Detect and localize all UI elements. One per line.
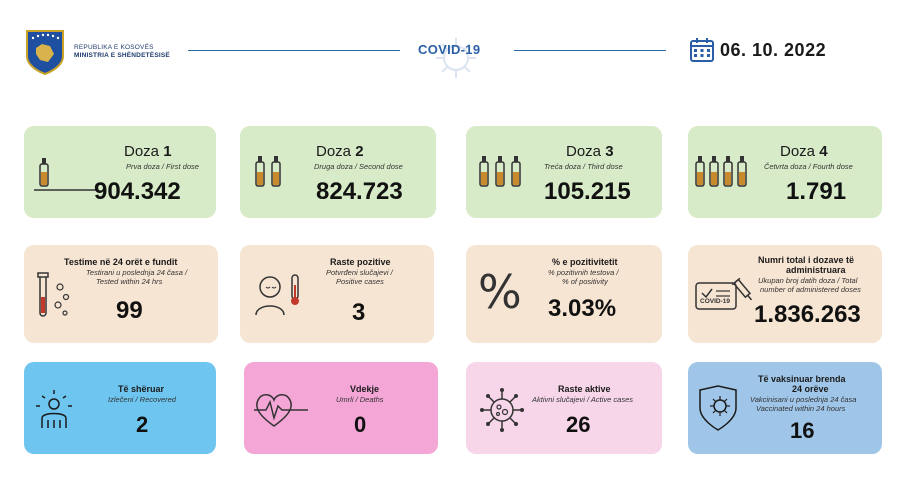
dose-1-title: Doza 1 [124,143,172,160]
percent-icon: % [478,265,522,319]
total-doses-card: COVID-19 Numri total i dozave të adminis… [688,245,882,343]
positivity-title: % e pozitivitetit [552,257,618,267]
active-title: Raste aktive [558,384,611,394]
dose-3-card: Doza 3 Treća doza / Third dose 105.215 [466,126,662,218]
vials-icon [479,156,521,187]
tests-title: Testime në 24 orët e fundit [64,257,178,267]
recovered-subtitle: Izlečeni / Recovered [108,395,176,404]
total-doses-title-1: Numri total i dozave të [758,255,855,265]
total-doses-title-2: administruara [786,265,846,275]
kosovo-emblem-icon [26,30,64,76]
dose-2-card: Doza 2 Druga doza / Second dose 824.723 [240,126,436,218]
vaccinated-24h-title-1: Të vaksinuar brenda [758,374,846,384]
recovered-card: Të shëruar Izlečeni / Recovered 2 [24,362,216,454]
active-card: Raste aktive Aktivni slučajevi / Active … [466,362,662,454]
dose-4-subtitle: Četvrta doza / Fourth dose [764,162,853,171]
calendar-icon [690,38,714,62]
vaccine-certificate-icon [695,277,752,310]
sick-person-thermometer-icon [255,274,299,316]
dose-4-value: 1.791 [786,178,847,205]
header-divider-left [188,50,400,51]
heart-rate-icon [254,394,308,427]
vials-icon [255,156,281,187]
vial-icon [34,158,96,191]
positive-value: 3 [352,299,366,326]
positivity-subtitle-1: % pozitivnih testova / [548,268,619,277]
covid-badge: COVID-19 [700,298,730,305]
tests-subtitle-2: Tested within 24 hrs [96,277,163,286]
dose-2-value: 824.723 [316,178,403,205]
vaccinated-24h-value: 16 [790,418,815,443]
total-doses-subtitle-2: number of administered doses [760,285,861,294]
vaccinated-24h-title-2: 24 orëve [792,384,829,394]
dose-2-title: Doza 2 [316,143,364,160]
tests-card: Testime në 24 orët e fundit Testirani u … [24,245,218,343]
total-doses-subtitle-1: Ukupan broj datih doza / Total [758,276,858,285]
report-date: 06. 10. 2022 [720,40,827,60]
dose-1-subtitle: Prva doza / First dose [126,162,199,171]
dose-1-card: Doza 1 Prva doza / First dose 904.342 [24,126,216,218]
dose-4-title: Doza 4 [780,143,828,160]
header-divider-right [514,50,666,51]
covid-title: COVID-19 [418,42,481,57]
deaths-title: Vdekje [350,384,380,394]
shield-virus-icon [699,385,737,431]
vaccinated-24h-subtitle-2: Vaccinated within 24 hours [756,404,846,413]
recovered-title: Të shëruar [118,384,165,394]
deaths-subtitle: Umrli / Deaths [336,395,384,404]
dose-2-subtitle: Druga doza / Second dose [314,162,403,171]
tests-subtitle-1: Testirani u poslednja 24 časa / [86,268,188,277]
recovered-value: 2 [136,412,149,437]
test-tube-icon [37,272,70,317]
active-value: 26 [566,412,591,437]
recovered-person-icon [36,390,72,428]
total-doses-value: 1.836.263 [754,301,861,328]
positive-card: Raste pozitive Potvrđeni slučajevi / Pos… [240,245,434,343]
dose-3-value: 105.215 [544,178,631,205]
ministry-line1: REPUBLIKA E KOSOVËS [74,44,154,51]
deaths-value: 0 [354,412,367,437]
positivity-card: % % e pozitivitetit % pozitivnih testova… [466,245,662,343]
positivity-value: 3.03% [548,295,617,322]
virus-watermark-icon [436,38,476,78]
header: REPUBLIKA E KOSOVËS MINISTRIA E SHËNDETË… [0,0,900,110]
positive-subtitle-1: Potvrđeni slučajevi / [326,268,393,277]
deaths-card: Vdekje Umrli / Deaths 0 [244,362,438,454]
vials-icon [695,156,747,187]
positive-subtitle-2: Positive cases [336,277,384,286]
vaccinated-24h-subtitle-1: Vakcinisani u poslednja 24 časa [750,395,857,404]
ministry-name: REPUBLIKA E KOSOVËS MINISTRIA E SHËNDETË… [74,44,170,60]
tests-value: 99 [116,297,143,324]
vaccinated-24h-card: Të vaksinuar brenda 24 orëve Vakcinisani… [688,362,882,454]
dose-3-title: Doza 3 [566,143,614,160]
positivity-subtitle-2: % of positivity [562,277,608,286]
positive-title: Raste pozitive [330,257,391,267]
ministry-line2: MINISTRIA E SHËNDETËSISË [74,52,170,59]
active-subtitle: Aktivni slučajevi / Active cases [532,395,634,404]
virus-icon [480,388,524,432]
dose-1-value: 904.342 [94,178,181,205]
dose-4-card: Doza 4 Četvrta doza / Fourth dose 1.791 [688,126,882,218]
dose-3-subtitle: Treća doza / Third dose [544,162,623,171]
